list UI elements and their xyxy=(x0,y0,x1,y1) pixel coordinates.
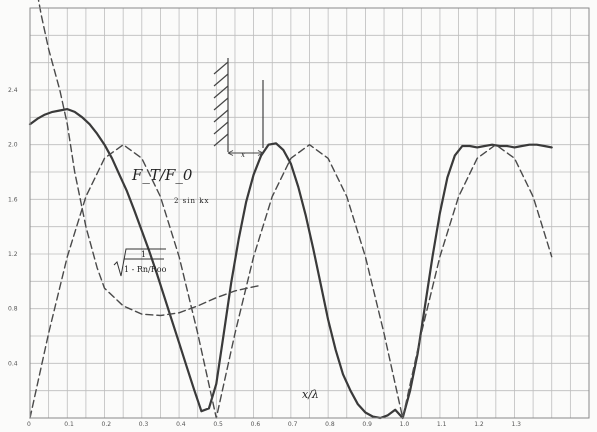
x-tick-label: 0.5 xyxy=(213,421,223,428)
x-tick-label: 0.7 xyxy=(288,421,298,428)
inset-wall-hatch-7 xyxy=(213,133,229,147)
x-tick-label: 0.9 xyxy=(362,421,372,428)
radical-numerator: 1 xyxy=(141,250,146,259)
x-tick-label: 0.1 xyxy=(64,421,74,428)
x-tick-label: 0.6 xyxy=(251,421,261,428)
inset-wall-hatch-6 xyxy=(213,121,229,135)
inset-wall-hatch-2 xyxy=(213,73,229,87)
x-tick-label: 0.3 xyxy=(139,421,149,428)
series-line-2-sin-kx xyxy=(29,143,553,419)
inset-wall-hatch-1 xyxy=(213,61,229,75)
series-layer xyxy=(28,0,553,420)
inset-wall-hatch-3 xyxy=(213,85,229,99)
x-tick-label: 0.4 xyxy=(176,421,186,428)
y-tick-label: 2.4 xyxy=(8,87,18,94)
y-tick-label: 0.8 xyxy=(8,306,18,313)
y-tick-label: 2.0 xyxy=(8,142,18,149)
inset-wall-hatch-4 xyxy=(213,97,229,111)
inset-wall-plate-diagram: x xyxy=(213,58,264,159)
y-tick-label: 1.6 xyxy=(8,196,18,203)
grid-layer xyxy=(30,8,589,418)
radical-sign xyxy=(113,248,166,277)
x-tick-label: 1.3 xyxy=(511,421,521,428)
inset-dimension-arrow-right xyxy=(257,150,264,156)
inset-x-label: x xyxy=(241,151,245,159)
inset-dimension-arrow-left xyxy=(227,150,234,156)
series-line-radical xyxy=(37,0,262,317)
series-line-ft-f0 xyxy=(28,107,553,420)
label-ft-f0: F_T/F_0 xyxy=(131,166,193,184)
x-axis-label: x/λ xyxy=(302,388,319,401)
label-radical-expression: 1 1 - Rn/Roo xyxy=(113,248,167,277)
x-tick-label: 0.2 xyxy=(102,421,112,428)
x-tick-label: 0.8 xyxy=(325,421,335,428)
radical-denominator: 1 - Rn/Roo xyxy=(124,265,167,274)
x-tick-label: 1.2 xyxy=(474,421,484,428)
y-tick-label: 1.2 xyxy=(8,251,18,258)
x-tick-label: 1.0 xyxy=(400,421,410,428)
x-tick-label: 1.1 xyxy=(437,421,447,428)
y-tick-label: 0.4 xyxy=(8,360,18,367)
plot-frame xyxy=(29,7,590,419)
label-2-sin-kx: 2 sin kx xyxy=(174,197,209,205)
tick-labels: 0 0.1 0.2 0.3 0.4 0.5 0.6 0.7 0.8 0.9 1.0 1.1 1.2 1.3… xyxy=(8,87,521,428)
inset-wall-hatch-5 xyxy=(213,109,229,123)
x-tick-label: 0 xyxy=(27,421,31,428)
